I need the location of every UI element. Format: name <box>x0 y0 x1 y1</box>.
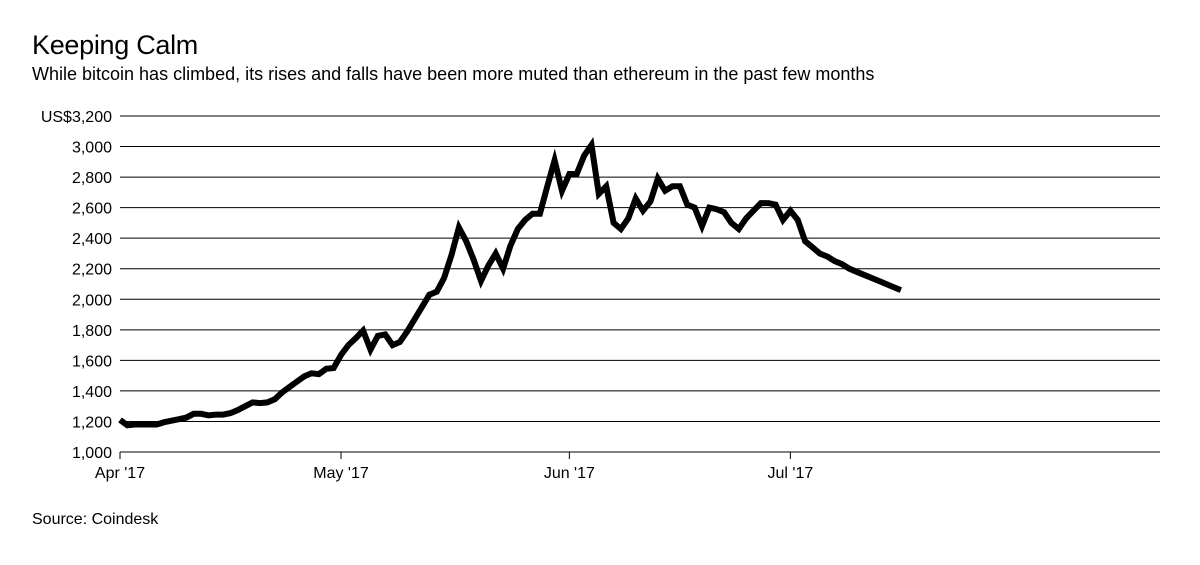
y-tick-label: 2,200 <box>72 262 112 279</box>
source-note: Source: Coindesk <box>32 511 159 528</box>
y-tick-label: 3,000 <box>72 140 112 157</box>
y-tick-label: 1,400 <box>72 384 112 401</box>
y-tick-label: 1,200 <box>72 414 112 431</box>
y-tick-label: US$3,200 <box>41 109 112 126</box>
chart-title: Keeping Calm <box>32 30 198 60</box>
y-tick-label: 2,000 <box>72 292 112 309</box>
y-tick-label: 1,800 <box>72 323 112 340</box>
y-tick-label: 2,800 <box>72 170 112 187</box>
y-tick-label: 1,000 <box>72 445 112 462</box>
x-tick-label: May '17 <box>313 465 369 482</box>
x-tick-label: Jul '17 <box>767 465 813 482</box>
x-tick-label: Jun '17 <box>544 465 595 482</box>
y-tick-label: 2,600 <box>72 201 112 218</box>
x-tick-label: Apr '17 <box>95 465 145 482</box>
chart-subtitle: While bitcoin has climbed, its rises and… <box>32 64 875 84</box>
series-line <box>118 137 903 429</box>
y-tick-label: 1,600 <box>72 353 112 370</box>
y-tick-label: 2,400 <box>72 231 112 248</box>
